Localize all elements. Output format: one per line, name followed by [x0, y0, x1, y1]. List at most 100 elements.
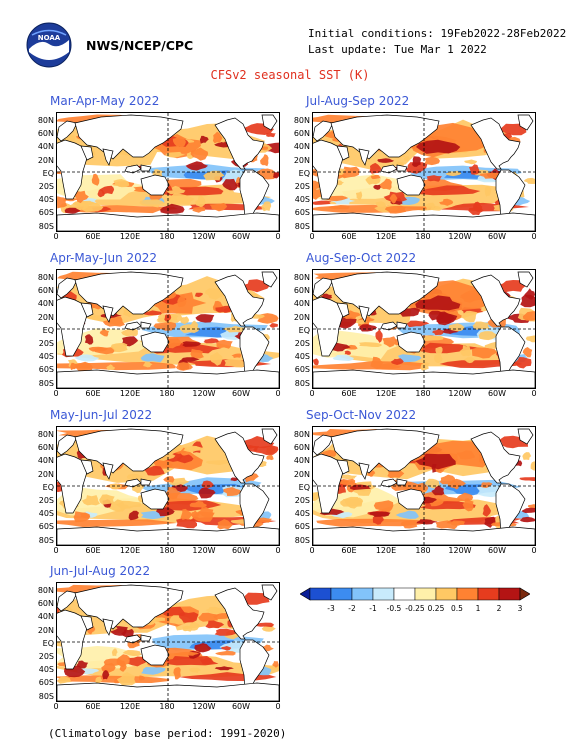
- lon-label: 0: [275, 546, 281, 555]
- lon-label: 0: [309, 389, 315, 398]
- panel-label: Sep-Oct-Nov 2022: [306, 408, 417, 422]
- org-name: NWS/NCEP/CPC: [86, 38, 194, 53]
- noaa-logo: NOAA: [26, 22, 72, 68]
- lon-label: 60W: [231, 389, 251, 398]
- panel-label: Apr-May-Jun 2022: [50, 251, 158, 265]
- lat-label: 40S: [38, 352, 54, 362]
- lat-label: 80S: [38, 378, 54, 388]
- lat-label: 60N: [37, 443, 54, 453]
- colorbar-tick: -0.25: [405, 604, 425, 613]
- lon-label: 0: [531, 546, 537, 555]
- lat-label: 20S: [294, 182, 310, 191]
- lon-label: 0: [53, 702, 59, 711]
- lat-label: 80N: [293, 430, 310, 439]
- lon-label: 60W: [231, 232, 251, 241]
- panel-label: Aug-Sep-Oct 2022: [306, 251, 417, 265]
- lon-label: 0: [531, 389, 537, 398]
- lon-label: 0: [309, 232, 315, 241]
- lat-label: 20N: [37, 155, 54, 165]
- lat-label: 60S: [294, 208, 310, 218]
- lat-label: 40S: [38, 195, 54, 205]
- lat-label: 60N: [293, 443, 310, 453]
- lon-label: 120W: [192, 232, 216, 241]
- lat-label: 20N: [293, 469, 310, 479]
- lon-label: 60E: [85, 702, 101, 711]
- lon-label: 120W: [192, 389, 216, 398]
- sst-anomaly-map: [312, 426, 536, 546]
- lon-label: 60E: [85, 389, 101, 398]
- lat-label: 40S: [294, 509, 310, 519]
- colorbar-tick: 2: [496, 604, 502, 613]
- lon-label: 0: [275, 702, 281, 711]
- lat-label: 80N: [37, 273, 54, 282]
- colorbar-swatch: [477, 587, 500, 601]
- lat-label: 80S: [294, 221, 310, 231]
- lat-label: 60S: [294, 365, 310, 375]
- sst-anomaly-map: [56, 269, 280, 389]
- lon-label: 120E: [119, 389, 141, 398]
- colorbar-tick: 0.25: [427, 604, 445, 613]
- lon-label: 120E: [119, 232, 141, 241]
- lon-label: 0: [531, 232, 537, 241]
- lon-label: 120E: [375, 389, 397, 398]
- lon-label: 0: [53, 546, 59, 555]
- lon-label: 180: [415, 546, 431, 555]
- colorbar-swatch: [393, 587, 416, 601]
- lat-label: EQ: [298, 325, 310, 335]
- lat-label: 60S: [294, 522, 310, 532]
- lon-label: 60W: [487, 232, 507, 241]
- lon-label: 0: [53, 389, 59, 398]
- colorbar-swatch: [435, 587, 458, 601]
- lat-label: 60N: [37, 286, 54, 296]
- lon-label: 60W: [231, 702, 251, 711]
- colorbar-swatch: [414, 587, 437, 601]
- colorbar-tick: 3: [517, 604, 523, 613]
- panel-label: Jul-Aug-Sep 2022: [306, 94, 410, 108]
- lat-label: EQ: [42, 482, 54, 492]
- lat-label: 20S: [38, 496, 54, 505]
- lat-label: 80S: [38, 535, 54, 545]
- lon-label: 120W: [192, 702, 216, 711]
- lon-label: 120E: [119, 546, 141, 555]
- lon-label: 120W: [448, 389, 472, 398]
- colorbar-tick: -2: [348, 604, 356, 613]
- lon-label: 120W: [192, 546, 216, 555]
- lon-label: 180: [159, 389, 175, 398]
- lat-label: 20N: [293, 155, 310, 165]
- lat-label: 80N: [293, 116, 310, 125]
- panel-jas: Jul-Aug-Sep 2022 80N 60N 40N 20N EQ 20S 40S 60S 8…: [294, 94, 566, 244]
- lat-label: 80S: [294, 535, 310, 545]
- lon-label: 180: [415, 389, 431, 398]
- lon-label: 60W: [231, 546, 251, 555]
- colorbar-swatch: [351, 587, 374, 601]
- last-update: Last update: Tue Mar 1 2022: [308, 43, 487, 56]
- lat-label: 40S: [38, 509, 54, 519]
- colorbar-swatch: [498, 587, 521, 601]
- sst-anomaly-map: [56, 582, 280, 702]
- lat-label: 20N: [293, 312, 310, 322]
- lon-label: 180: [415, 232, 431, 241]
- lat-label: 40N: [293, 142, 310, 152]
- lon-label: 60E: [341, 546, 357, 555]
- lon-label: 120E: [375, 232, 397, 241]
- lon-label: 60E: [341, 389, 357, 398]
- lon-label: 120W: [448, 546, 472, 555]
- lon-label: 60E: [341, 232, 357, 241]
- lon-label: 60W: [487, 546, 507, 555]
- lon-label: 180: [159, 546, 175, 555]
- lon-label: 180: [159, 232, 175, 241]
- colorbar-swatch: [372, 587, 395, 601]
- lat-label: 80N: [37, 116, 54, 125]
- panel-mjj: May-Jun-Jul 2022 80N 60N 40N 20N EQ 20S 40S 60S 8…: [38, 408, 310, 558]
- lat-label: 40S: [294, 352, 310, 362]
- lon-label: 120E: [119, 702, 141, 711]
- lat-label: 40N: [37, 456, 54, 466]
- lat-label: 20S: [38, 652, 54, 661]
- lat-label: EQ: [298, 168, 310, 178]
- colorbar-arrow-low: [299, 587, 311, 601]
- lat-label: 80S: [294, 378, 310, 388]
- lat-label: 20S: [294, 496, 310, 505]
- lat-label: 60S: [38, 678, 54, 688]
- lon-label: 0: [309, 546, 315, 555]
- panel-mam: Mar-Apr-May 2022 80N 60N 40N 20N EQ 20S 40S 60S 8…: [38, 94, 310, 244]
